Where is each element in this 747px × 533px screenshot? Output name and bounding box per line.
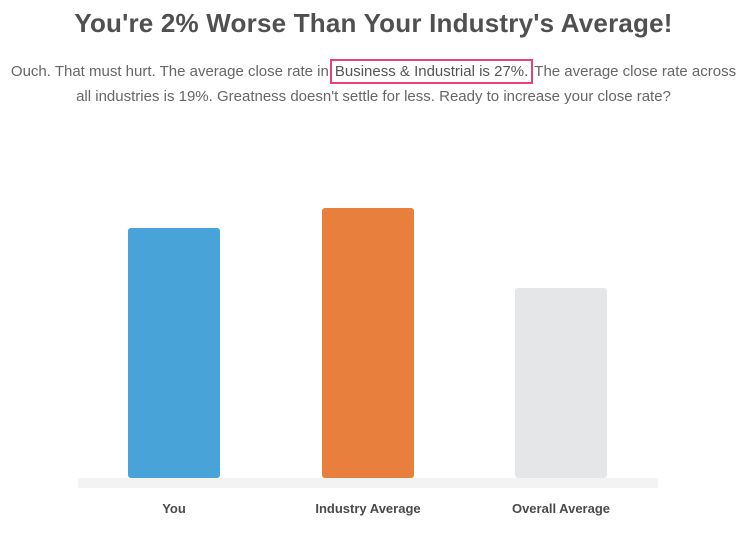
intro-text-before: Ouch. That must hurt. The average close … xyxy=(10,63,329,80)
intro-text-after: The average close rate across all indust… xyxy=(76,63,737,105)
category-label-you: You xyxy=(162,501,186,516)
bar-you xyxy=(128,228,220,478)
bars-group xyxy=(128,208,607,478)
bar-industry-average xyxy=(322,208,414,478)
chart-baseline xyxy=(78,478,658,488)
page-title: You're 2% Worse Than Your Industry's Ave… xyxy=(74,8,673,38)
category-labels-group: You Industry Average Overall Average xyxy=(162,501,610,516)
industry-rate-highlight: Business & Industrial is 27%. xyxy=(329,59,534,84)
bar-overall-average xyxy=(515,288,607,478)
category-label-overall-average: Overall Average xyxy=(512,501,610,516)
category-label-industry-average: Industry Average xyxy=(315,501,420,516)
intro-text: Ouch. That must hurt. The average close … xyxy=(10,59,737,109)
